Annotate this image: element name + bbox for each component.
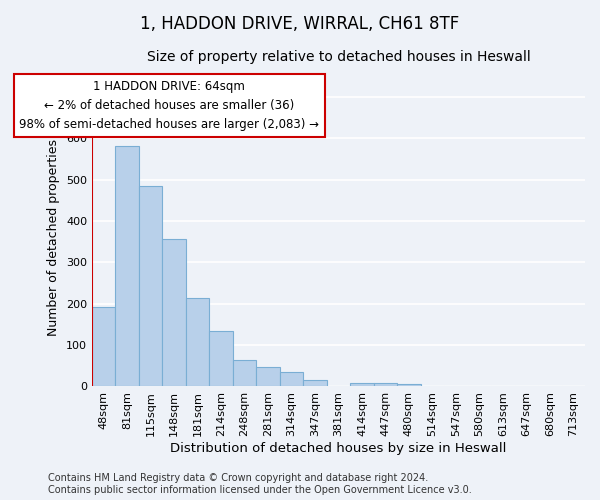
Bar [92, 306, 115, 386]
Bar [280, 372, 303, 386]
Bar [350, 382, 374, 386]
Text: Contains HM Land Registry data © Crown copyright and database right 2024.
Contai: Contains HM Land Registry data © Crown c… [48, 474, 472, 495]
Bar [303, 380, 327, 386]
Bar [233, 360, 256, 386]
X-axis label: Distribution of detached houses by size in Heswall: Distribution of detached houses by size … [170, 442, 506, 455]
Bar [256, 367, 280, 386]
Bar [115, 146, 139, 386]
Title: Size of property relative to detached houses in Heswall: Size of property relative to detached ho… [146, 50, 530, 64]
Bar [209, 330, 233, 386]
Bar [397, 384, 421, 386]
Text: 1 HADDON DRIVE: 64sqm
← 2% of detached houses are smaller (36)
98% of semi-detac: 1 HADDON DRIVE: 64sqm ← 2% of detached h… [19, 80, 319, 131]
Text: 1, HADDON DRIVE, WIRRAL, CH61 8TF: 1, HADDON DRIVE, WIRRAL, CH61 8TF [140, 15, 460, 33]
Bar [374, 382, 397, 386]
Bar [139, 186, 163, 386]
Bar [186, 298, 209, 386]
Y-axis label: Number of detached properties: Number of detached properties [47, 139, 61, 336]
Bar [163, 240, 186, 386]
